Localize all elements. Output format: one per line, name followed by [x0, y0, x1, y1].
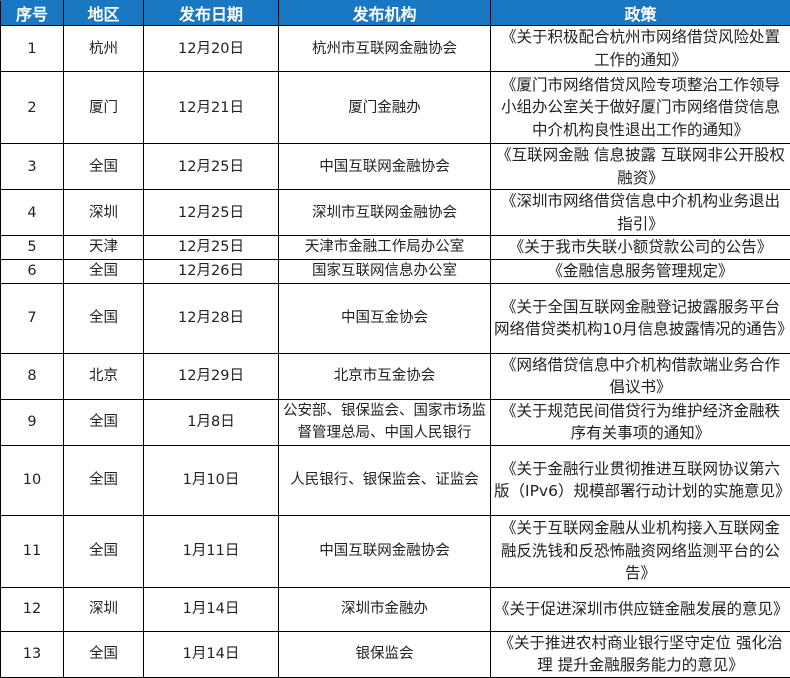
- row-region: 全国: [64, 399, 144, 445]
- row-org: 公安部、银保监会、国家市场监督管理总局、中国人民银行: [279, 399, 491, 445]
- row-policy: 《关于推进农村商业银行坚守定位 强化治理 提升金融服务能力的意见》: [491, 631, 790, 677]
- row-region: 深圳: [64, 190, 144, 236]
- row-org: 北京市互金协会: [279, 353, 491, 399]
- row-org: 厦门金融办: [279, 72, 491, 144]
- row-policy: 《深圳市网络借贷信息中介机构业务退出指引》: [491, 190, 790, 236]
- row-policy: 《网络借贷信息中介机构借款端业务合作倡议书》: [491, 353, 790, 399]
- row-policy: 《互联网金融 信息披露 互联网非公开股权融资》: [491, 144, 790, 190]
- row-number: 7: [1, 283, 64, 353]
- row-org: 天津市金融工作局办公室: [279, 236, 491, 260]
- row-number: 2: [1, 72, 64, 144]
- row-org: 深圳市金融办: [279, 587, 491, 631]
- row-policy: 《关于互联网金融从业机构接入互联网金融反洗钱和反恐怖融资网络监测平台的公告》: [491, 515, 790, 587]
- row-region: 杭州: [64, 26, 144, 72]
- row-number: 10: [1, 445, 64, 515]
- header-policy: 政策: [491, 1, 790, 26]
- row-number: 5: [1, 236, 64, 260]
- row-date: 12月25日: [144, 190, 279, 236]
- row-date: 12月29日: [144, 353, 279, 399]
- row-policy: 《金融信息服务管理规定》: [491, 259, 790, 283]
- row-org: 中国互联网金融协会: [279, 144, 491, 190]
- row-date: 1月10日: [144, 445, 279, 515]
- row-policy: 《厦门市网络借贷风险专项整治工作领导小组办公室关于做好厦门市网络借贷信息中介机构…: [491, 72, 790, 144]
- row-date: 1月11日: [144, 515, 279, 587]
- row-number: 9: [1, 399, 64, 445]
- row-region: 全国: [64, 445, 144, 515]
- header-region: 地区: [64, 1, 144, 26]
- row-date: 12月25日: [144, 236, 279, 260]
- row-date: 12月26日: [144, 259, 279, 283]
- row-region: 天津: [64, 236, 144, 260]
- row-number: 12: [1, 587, 64, 631]
- row-number: 11: [1, 515, 64, 587]
- row-org: 人民银行、银保监会、证监会: [279, 445, 491, 515]
- row-org: 中国互联网金融协会: [279, 515, 491, 587]
- header-date: 发布日期: [144, 1, 279, 26]
- row-region: 全国: [64, 631, 144, 677]
- row-policy: 《关于促进深圳市供应链金融发展的意见》: [491, 587, 790, 631]
- row-org: 中国互金协会: [279, 283, 491, 353]
- row-org: 国家互联网信息办公室: [279, 259, 491, 283]
- row-region: 全国: [64, 515, 144, 587]
- row-date: 12月28日: [144, 283, 279, 353]
- row-date: 1月14日: [144, 631, 279, 677]
- row-date: 12月21日: [144, 72, 279, 144]
- row-number: 1: [1, 26, 64, 72]
- row-date: 12月20日: [144, 26, 279, 72]
- header-org: 发布机构: [279, 1, 491, 26]
- row-policy: 《关于我市失联小额贷款公司的公告》: [491, 236, 790, 260]
- row-number: 4: [1, 190, 64, 236]
- row-number: 6: [1, 259, 64, 283]
- row-region: 北京: [64, 353, 144, 399]
- row-policy: 《关于积极配合杭州市网络借贷风险处置工作的通知》: [491, 26, 790, 72]
- row-region: 全国: [64, 259, 144, 283]
- row-region: 全国: [64, 283, 144, 353]
- row-number: 13: [1, 631, 64, 677]
- row-org: 深圳市互联网金融协会: [279, 190, 491, 236]
- row-number: 3: [1, 144, 64, 190]
- row-region: 深圳: [64, 587, 144, 631]
- header-row: 序号 地区 发布日期 发布机构 政策: [1, 1, 790, 26]
- row-policy: 《关于全国互联网金融登记披露服务平台网络借贷类机构10月信息披露情况的通告》: [491, 283, 790, 353]
- row-date: 12月25日: [144, 144, 279, 190]
- row-number: 8: [1, 353, 64, 399]
- row-date: 1月8日: [144, 399, 279, 445]
- row-org: 杭州市互联网金融协会: [279, 26, 491, 72]
- row-region: 厦门: [64, 72, 144, 144]
- header-no: 序号: [1, 1, 64, 26]
- row-policy: 《关于规范民间借贷行为维护经济金融秩序有关事项的通知》: [491, 399, 790, 445]
- row-region: 全国: [64, 144, 144, 190]
- row-policy: 《关于金融行业贯彻推进互联网协议第六版（IPv6）规模部署行动计划的实施意见》: [491, 445, 790, 515]
- row-org: 银保监会: [279, 631, 491, 677]
- row-date: 1月14日: [144, 587, 279, 631]
